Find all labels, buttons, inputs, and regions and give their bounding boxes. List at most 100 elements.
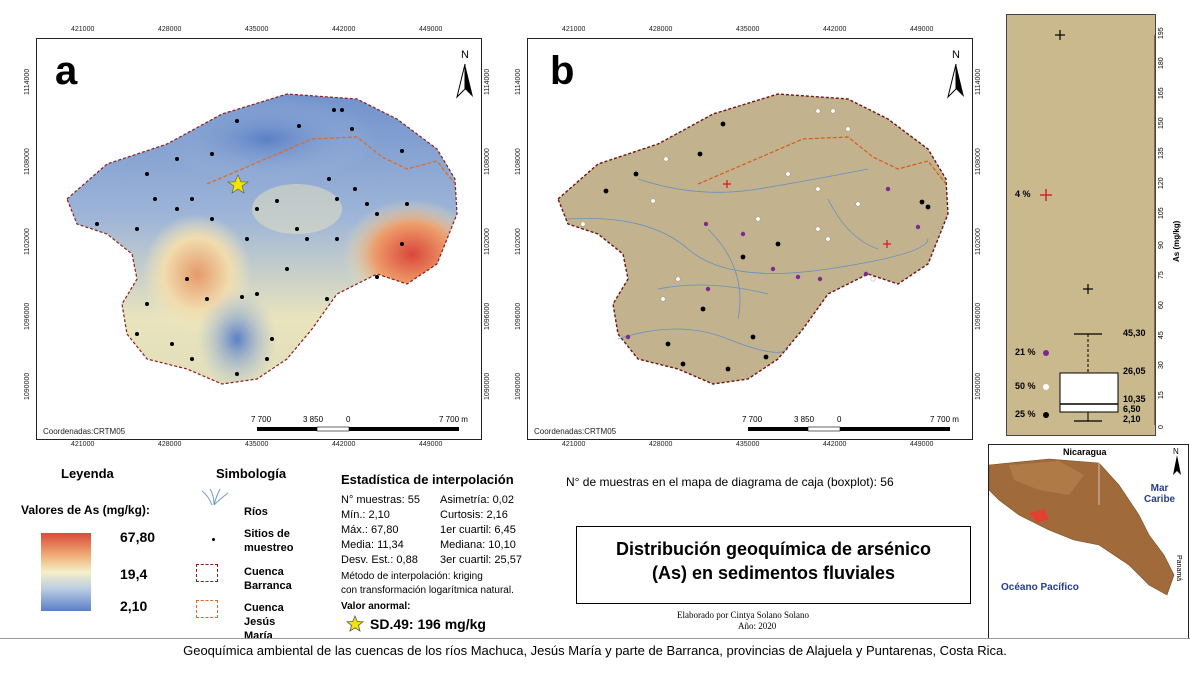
inset-north: N <box>1173 447 1179 456</box>
boxplot-percent-label: 21 % <box>1015 347 1036 357</box>
x-tick: 449000 <box>910 26 934 33</box>
symbology-title: Simbología <box>216 466 287 481</box>
inset-map: Nicaragua Mar Caribe Océano Pacífico Pan… <box>988 444 1189 639</box>
boxplot-axis-tick: 0 <box>1158 425 1165 429</box>
y-tick: 1102000 <box>975 228 982 255</box>
north-label: N <box>461 49 469 61</box>
stats-left: N° muestras: 55 Mín.: 2,10 Máx.: 67,80 M… <box>341 493 420 568</box>
y-tick: 1090000 <box>515 372 522 400</box>
boxplot-axis-tick: 45 <box>1158 331 1165 339</box>
stat-line: Asimetría: 0,02 <box>440 494 514 506</box>
barranca-icon <box>196 564 218 582</box>
jesus-maria-icon <box>196 600 218 618</box>
scale-label: 3 850 <box>303 415 324 424</box>
map-panel-a: a N Coordenadas:CRTM05 7 700 3 850 0 7 7… <box>36 38 482 440</box>
boxplot-axis-tick: 165 <box>1158 87 1165 99</box>
x-tick: 442000 <box>823 26 847 33</box>
anomaly-title: Valor anormal: <box>341 601 411 612</box>
stat-line: 3er cuartil: 25,57 <box>440 554 522 566</box>
symbology-barranca: Cuenca Barranca <box>244 566 292 592</box>
main-title-text: Distribución geoquímica de arsénico (As)… <box>615 539 932 583</box>
boxplot-map <box>557 63 964 432</box>
x-tick: 421000 <box>562 441 586 448</box>
anomaly-value: SD.49: 196 mg/kg <box>370 616 486 632</box>
scale-bar <box>257 426 459 432</box>
color-ramp <box>41 533 91 611</box>
anomaly-star-icon <box>227 174 249 194</box>
symbology-jesus-maria: Cuenca Jesús María <box>244 602 284 642</box>
ramp-mid: 19,4 <box>120 566 148 582</box>
panel-letter: a <box>55 49 78 93</box>
method-line: con transformación logarítmica natural. <box>341 585 514 596</box>
y-tick: 1102000 <box>24 228 31 255</box>
x-tick: 421000 <box>562 26 586 33</box>
north-arrow-icon <box>947 63 964 99</box>
scale-label: 0 <box>837 415 842 424</box>
x-tick: 442000 <box>332 26 356 33</box>
x-tick: 449000 <box>910 441 934 448</box>
boxplot-axis-tick: 195 <box>1158 27 1165 39</box>
scale-label: 7 700 <box>742 415 763 424</box>
stat-line: Mín.: 2,10 <box>341 509 390 521</box>
stat-line: Media: 11,34 <box>341 539 404 551</box>
scale-label: 3 850 <box>794 415 815 424</box>
stats-title: Estadística de interpolación <box>341 472 514 487</box>
y-tick: 1090000 <box>484 372 491 400</box>
boxplot-axis-tick: 180 <box>1158 57 1165 69</box>
x-tick: 442000 <box>823 441 847 448</box>
north-arrow-icon <box>456 63 473 99</box>
y-tick: 1090000 <box>975 372 982 400</box>
scale-label: 7 700 <box>251 415 272 424</box>
stat-line: Desv. Est.: 0,88 <box>341 554 418 566</box>
boxplot-value-label: 26,05 <box>1123 366 1146 376</box>
scale-bar <box>748 426 950 432</box>
symbology-rivers: Ríos <box>244 506 268 518</box>
boxplot-value-label: 6,50 <box>1123 404 1141 414</box>
y-tick: 1108000 <box>515 148 522 175</box>
symbology-sites: Sitios de muestreo <box>244 528 294 554</box>
x-tick: 421000 <box>71 441 95 448</box>
y-tick: 1096000 <box>975 302 982 330</box>
panel-letter: b <box>550 49 575 93</box>
stat-line: Curtosis: 2,16 <box>440 509 508 521</box>
ramp-min: 2,10 <box>120 598 148 614</box>
year: Año: 2020 <box>738 621 777 631</box>
boxplot-percent-label: 4 % <box>1015 189 1031 199</box>
boxplot-panel: 45,30 26,05 10,35 6,50 2,10 4 % 21 % 50 … <box>1006 14 1156 436</box>
author: Elaborado por Cintya Solano Solano <box>677 610 809 620</box>
footer-caption: Geoquímica ambiental de las cuencas de l… <box>183 643 1007 658</box>
y-tick: 1090000 <box>24 372 31 400</box>
scale-label: 7 700 m <box>930 415 959 424</box>
boxplot-axis-title: As (mg/kg) <box>1172 220 1181 262</box>
stat-line: 1er cuartil: 6,45 <box>440 524 516 536</box>
x-tick: 435000 <box>245 26 269 33</box>
x-tick: 428000 <box>158 441 182 448</box>
y-tick: 1096000 <box>24 302 31 330</box>
boxplot-chart <box>1040 30 1155 425</box>
x-tick: 421000 <box>71 26 95 33</box>
boxplot-axis-tick: 135 <box>1158 147 1165 159</box>
boxplot-axis-tick: 120 <box>1158 177 1165 189</box>
x-tick: 449000 <box>419 26 443 33</box>
boxplot-axis-tick: 75 <box>1158 271 1165 279</box>
y-tick: 1114000 <box>484 68 491 95</box>
stat-line: Mediana: 10,10 <box>440 539 516 551</box>
crs-label: Coordenadas:CRTM05 <box>534 427 617 436</box>
boxplot-value-label: 10,35 <box>1123 394 1146 404</box>
y-tick: 1108000 <box>24 148 31 175</box>
y-tick: 1114000 <box>975 68 982 95</box>
boxplot-axis-tick: 30 <box>1158 361 1165 369</box>
y-tick: 1108000 <box>975 148 982 175</box>
interpolation-map <box>66 63 473 432</box>
boxplot-axis-tick: 15 <box>1158 391 1165 399</box>
map-panel-b: b N Coordenadas:CRTM05 7 700 3 850 0 7 7… <box>527 38 973 440</box>
star-icon <box>346 615 364 632</box>
boxplot-axis-tick: 105 <box>1158 207 1165 219</box>
y-tick: 1102000 <box>484 228 491 255</box>
x-tick: 435000 <box>736 441 760 448</box>
boxplot-percent-label: 25 % <box>1015 409 1036 419</box>
x-tick: 435000 <box>245 441 269 448</box>
y-tick: 1114000 <box>24 68 31 95</box>
footer-divider <box>0 638 1190 639</box>
x-tick: 435000 <box>736 26 760 33</box>
